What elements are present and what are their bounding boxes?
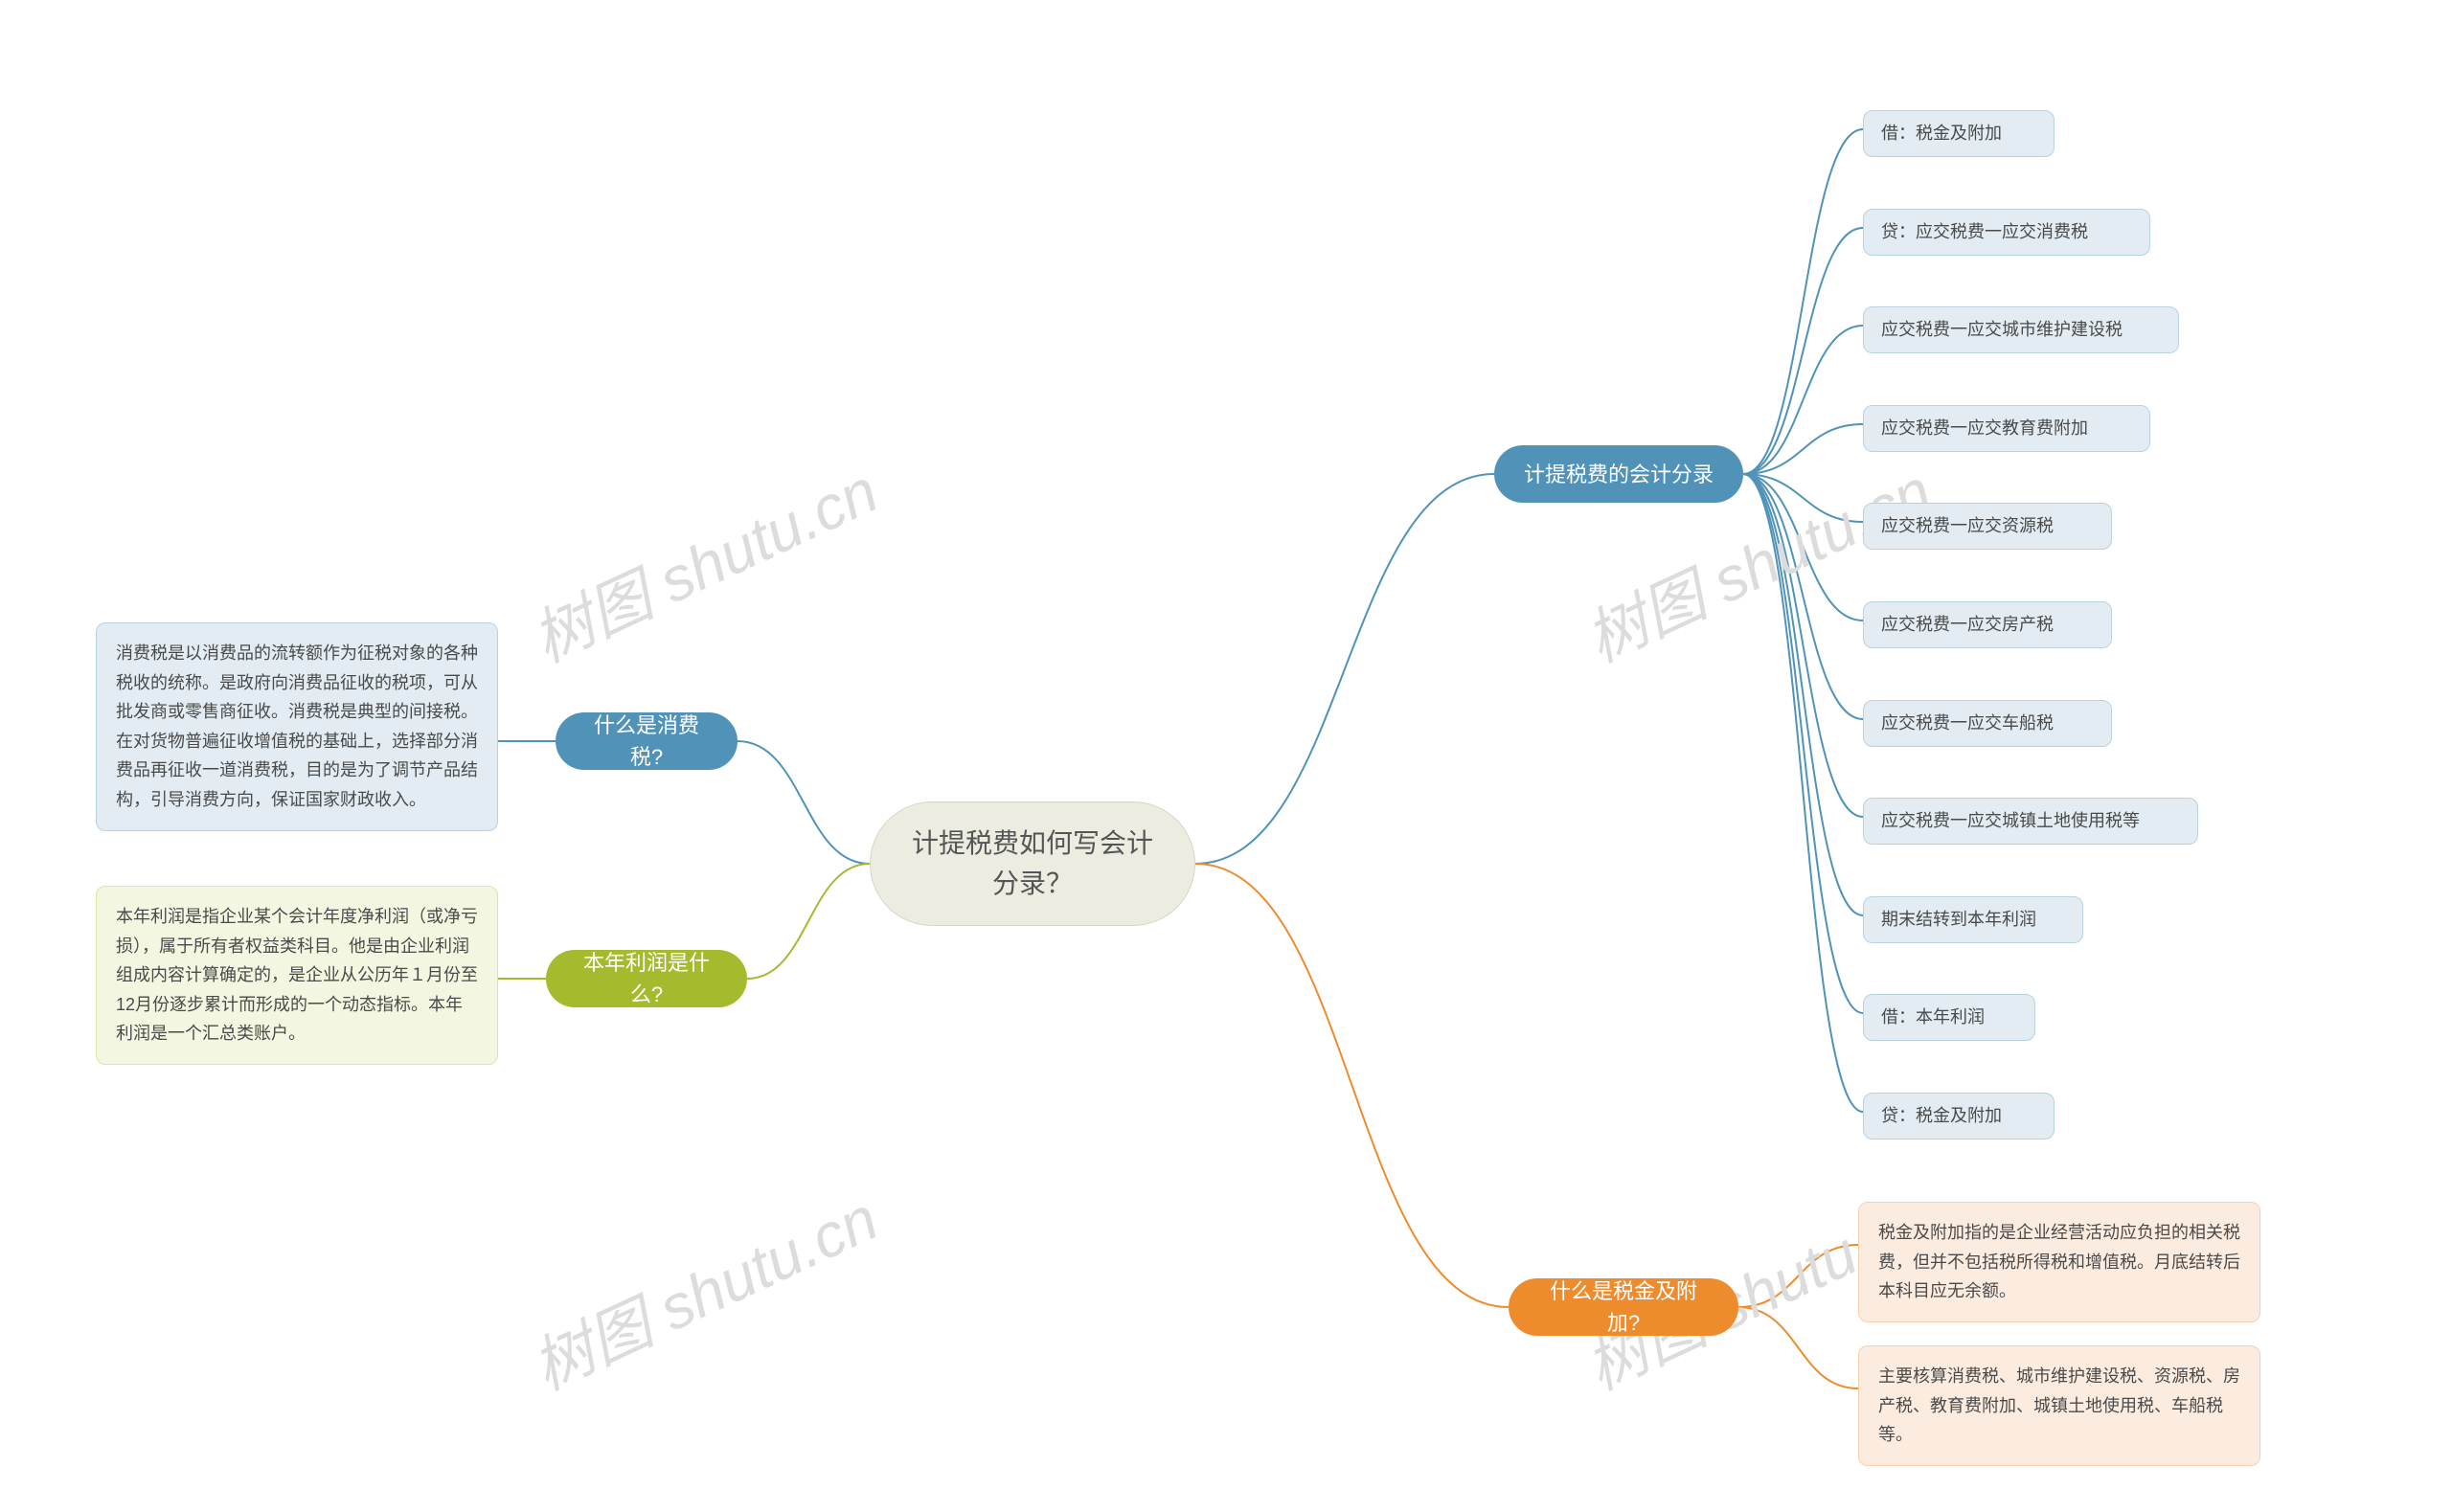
watermark: 树图 shutu.cn bbox=[516, 1170, 890, 1407]
branch-consumption: 什么是消费税? bbox=[556, 712, 738, 770]
mindmap-canvas: 计提税费如何写会计分录？ 树图 shutu.cn树图 shutu.cn树图 sh… bbox=[0, 0, 2452, 1512]
leaf-tax_surcharge-1: 主要核算消费税、城市维护建设税、资源税、房产税、教育费附加、城镇土地使用税、车船… bbox=[1858, 1345, 2260, 1466]
leaf-entries-8: 期末结转到本年利润 bbox=[1863, 896, 2083, 943]
leaf-tax_surcharge-0: 税金及附加指的是企业经营活动应负担的相关税费，但并不包括税所得税和增值税。月底结… bbox=[1858, 1202, 2260, 1322]
leaf-entries-4: 应交税费一应交资源税 bbox=[1863, 503, 2112, 550]
branch-entries: 计提税费的会计分录 bbox=[1494, 445, 1743, 503]
leaf-entries-7: 应交税费一应交城镇土地使用税等 bbox=[1863, 798, 2198, 845]
leaf-entries-1: 贷：应交税费一应交消费税 bbox=[1863, 209, 2150, 256]
branch-tax_surcharge: 什么是税金及附加? bbox=[1509, 1278, 1738, 1336]
desc-profit: 本年利润是指企业某个会计年度净利润（或净亏损），属于所有者权益类科目。他是由企业… bbox=[96, 886, 498, 1065]
leaf-entries-5: 应交税费一应交房产税 bbox=[1863, 601, 2112, 648]
leaf-entries-9: 借：本年利润 bbox=[1863, 994, 2035, 1041]
leaf-entries-3: 应交税费一应交教育费附加 bbox=[1863, 405, 2150, 452]
leaf-entries-6: 应交税费一应交车船税 bbox=[1863, 700, 2112, 747]
leaf-entries-2: 应交税费一应交城市维护建设税 bbox=[1863, 306, 2179, 353]
leaf-entries-0: 借：税金及附加 bbox=[1863, 110, 2055, 157]
leaf-entries-10: 贷：税金及附加 bbox=[1863, 1093, 2055, 1140]
desc-consumption: 消费税是以消费品的流转额作为征税对象的各种税收的统称。是政府向消费品征收的税项，… bbox=[96, 622, 498, 831]
watermark: 树图 shutu.cn bbox=[516, 442, 890, 679]
center-node: 计提税费如何写会计分录？ bbox=[870, 801, 1195, 926]
branch-profit: 本年利润是什么? bbox=[546, 950, 747, 1007]
